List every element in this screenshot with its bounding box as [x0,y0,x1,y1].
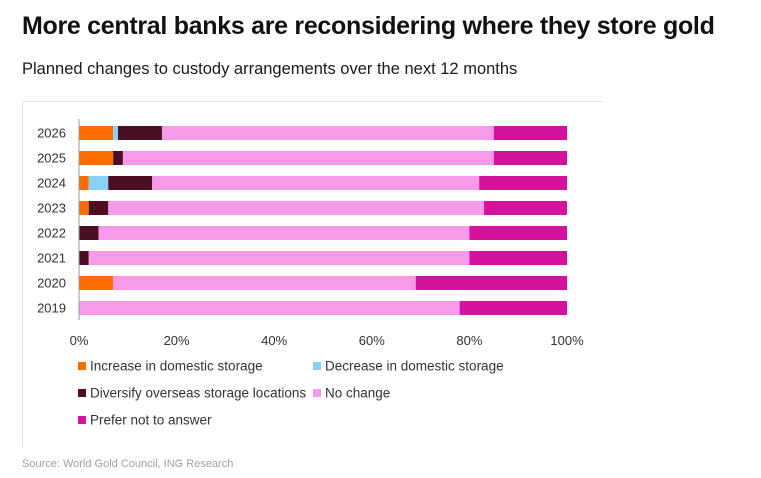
legend: Increase in domestic storage Decrease in … [78,359,504,428]
x-tick-label: 80% [456,333,482,348]
bar-segment-2026-series-1 [113,126,119,140]
x-tick-label: 60% [359,333,385,348]
legend-swatch [313,389,321,397]
source-note: Source: World Gold Council, ING Research [22,458,234,470]
x-axis-labels: 0% 20% 40% 60% 80% 100% [70,333,584,348]
y-tick-label: 2021 [37,251,66,266]
bars-group [78,119,567,320]
y-tick-label: 2022 [37,226,66,241]
y-tick-label: 2023 [37,201,66,216]
legend-label: Decrease in domestic storage [325,359,504,374]
bar-segment-2024-series-3 [152,176,480,190]
x-tick-label: 20% [164,333,190,348]
bar-segment-2024-series-4 [479,176,567,190]
bar-segment-2021-series-2 [79,251,89,265]
bar-segment-2022-series-4 [469,226,567,240]
bar-segment-2024-series-1 [88,176,109,190]
bar-segment-2025-series-2 [113,151,123,165]
y-tick-label: 2019 [37,301,66,316]
y-axis-labels: 2026 2025 2024 2023 2022 2021 2020 2019 [37,126,66,316]
y-tick-label: 2024 [37,176,66,191]
bar-segment-2020-series-0 [79,276,114,290]
x-tick-label: 100% [550,333,584,348]
bar-segment-2021-series-4 [469,251,567,265]
bar-segment-2023-series-3 [108,201,485,215]
legend-swatch [313,362,321,370]
legend-label: No change [325,386,390,401]
panel-border-top [22,101,603,102]
legend-label: Diversify overseas storage locations [90,386,306,401]
bar-segment-2026-series-2 [118,126,162,140]
legend-swatch [78,416,86,424]
bar-segment-2024-series-2 [108,176,153,190]
y-tick-label: 2020 [37,276,66,291]
bar-segment-2019-series-4 [459,301,567,315]
bar-segment-2023-series-4 [484,201,567,215]
bar-segment-2025-series-3 [122,151,494,165]
chart-subtitle: Planned changes to custody arrangements … [22,60,518,78]
bar-segment-2026-series-3 [161,126,494,140]
bar-segment-2023-series-2 [88,201,109,215]
bar-segment-2021-series-3 [88,251,470,265]
bar-segment-2020-series-4 [415,276,567,290]
bar-segment-2023-series-0 [79,201,89,215]
bar-segment-2019-series-3 [79,301,460,315]
legend-label: Increase in domestic storage [90,359,263,374]
legend-label: Prefer not to answer [90,413,212,428]
legend-swatch [78,389,86,397]
bar-segment-2022-series-3 [98,226,470,240]
bar-segment-2022-series-2 [79,226,99,240]
bar-segment-2025-series-0 [79,151,114,165]
legend-swatch [78,362,86,370]
bar-segment-2026-series-4 [493,126,567,140]
bar-segment-2020-series-3 [113,276,416,290]
panel-border-left [22,101,23,447]
bar-segment-2025-series-4 [493,151,567,165]
bar-segment-2026-series-0 [79,126,114,140]
x-tick-label: 40% [261,333,287,348]
bar-segment-2024-series-0 [79,176,89,190]
x-tick-label: 0% [70,333,89,348]
y-tick-label: 2025 [37,151,66,166]
y-tick-label: 2026 [37,126,66,141]
chart-title: More central banks are reconsidering whe… [22,12,715,40]
